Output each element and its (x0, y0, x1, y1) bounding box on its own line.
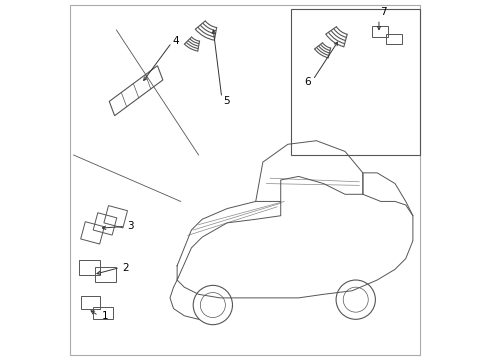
Bar (79, 260, 99, 275)
Bar (81, 222, 104, 244)
Bar (372, 26, 388, 37)
Bar (292, 9, 420, 155)
Text: 1: 1 (102, 311, 109, 321)
Text: 7: 7 (380, 8, 387, 18)
Bar (386, 33, 402, 44)
Text: 3: 3 (127, 221, 134, 231)
Text: 4: 4 (173, 36, 179, 46)
Text: 5: 5 (223, 96, 229, 107)
Bar (93, 307, 113, 319)
Text: 2: 2 (122, 262, 128, 273)
Bar (81, 296, 100, 309)
Bar (104, 206, 127, 228)
Text: 6: 6 (304, 77, 311, 87)
Bar (95, 267, 116, 282)
Bar (93, 213, 117, 235)
